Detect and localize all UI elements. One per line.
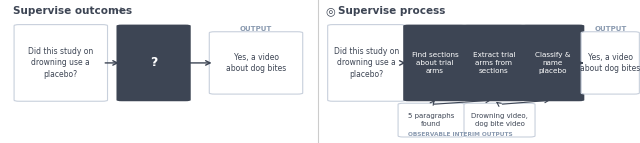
FancyBboxPatch shape [328,25,405,101]
Text: INPUT: INPUT [49,26,73,32]
FancyBboxPatch shape [398,103,465,137]
Text: INPUT: INPUT [355,26,379,32]
Text: Supervise outcomes: Supervise outcomes [13,6,132,16]
FancyBboxPatch shape [464,103,535,137]
FancyBboxPatch shape [403,25,467,101]
Text: OUTPUT: OUTPUT [240,26,272,32]
Text: ?: ? [150,56,157,69]
Text: ⊣⊢: ⊣⊢ [114,6,127,15]
Text: Yes, a video
about dog bites: Yes, a video about dog bites [226,52,286,73]
Text: Find sections
about trial
arms: Find sections about trial arms [412,52,458,74]
Text: Yes, a video
about dog bites: Yes, a video about dog bites [580,52,640,73]
Text: Drowning video,
dog bite video: Drowning video, dog bite video [471,113,528,127]
Text: Supervise process: Supervise process [338,6,445,16]
FancyBboxPatch shape [581,32,639,94]
Text: Extract trial
arms from
sections: Extract trial arms from sections [472,52,515,74]
Text: OBSERVABLE INTERIM OUTPUTS: OBSERVABLE INTERIM OUTPUTS [408,132,513,137]
Text: Did this study on
drowning use a
placebo?: Did this study on drowning use a placebo… [28,47,93,79]
FancyBboxPatch shape [209,32,303,94]
Text: Classify &
name
placebo: Classify & name placebo [535,52,570,74]
FancyBboxPatch shape [521,25,584,101]
FancyBboxPatch shape [462,25,525,101]
Text: 5 paragraphs
found: 5 paragraphs found [408,113,454,127]
Text: Did this study on
drowning use a
placebo?: Did this study on drowning use a placebo… [334,47,399,79]
Text: OUTPUT: OUTPUT [595,26,627,32]
FancyBboxPatch shape [116,25,191,101]
Text: ◎: ◎ [325,6,335,16]
FancyBboxPatch shape [14,25,108,101]
